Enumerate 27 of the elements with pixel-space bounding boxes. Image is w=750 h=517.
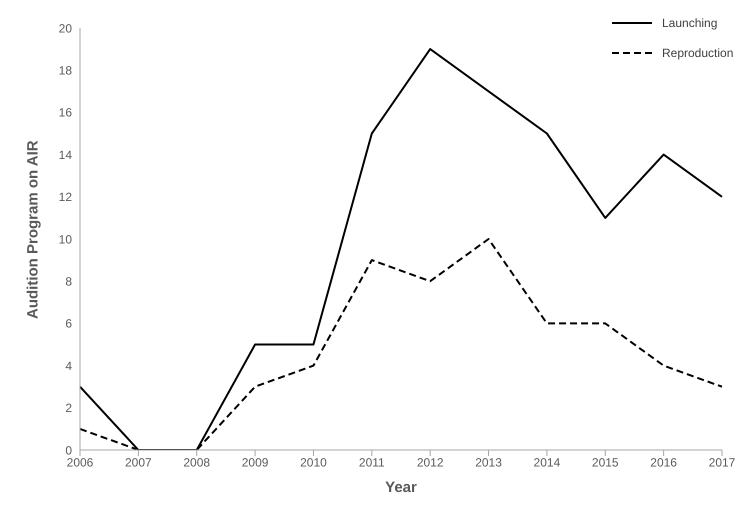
y-tick-label: 12 (58, 190, 72, 204)
x-tick-label: 2009 (242, 456, 269, 470)
x-tick-label: 2017 (708, 456, 736, 470)
x-tick-label: 2006 (66, 456, 94, 470)
x-tick-label: 2013 (475, 456, 502, 470)
x-tick-label: 2008 (183, 456, 210, 470)
x-tick-label: 2007 (125, 456, 152, 470)
legend-label: Reproduction (662, 46, 734, 60)
x-tick-label: 2012 (416, 456, 444, 470)
y-tick-label: 0 (65, 443, 72, 458)
y-tick-label: 8 (65, 274, 72, 288)
x-tick-label: 2010 (300, 456, 328, 470)
x-axis-title: Year (385, 479, 418, 496)
x-tick-label: 2011 (358, 456, 386, 470)
y-tick-label: 14 (58, 148, 72, 162)
y-axis-title: Audition Program on AIR (24, 140, 42, 319)
y-tick-label: 6 (65, 316, 72, 331)
y-tick-label: 20 (58, 21, 72, 36)
y-tick-label: 10 (58, 232, 72, 246)
y-tick-label: 4 (65, 358, 72, 373)
y-tick-label: 2 (65, 401, 72, 416)
legend-label: Launching (662, 16, 718, 30)
y-tick-label: 16 (58, 106, 72, 120)
x-tick-label: 2014 (534, 456, 561, 470)
y-tick-label: 18 (58, 63, 72, 78)
x-tick-label: 2015 (592, 456, 619, 470)
x-tick-label: 2016 (650, 456, 678, 470)
